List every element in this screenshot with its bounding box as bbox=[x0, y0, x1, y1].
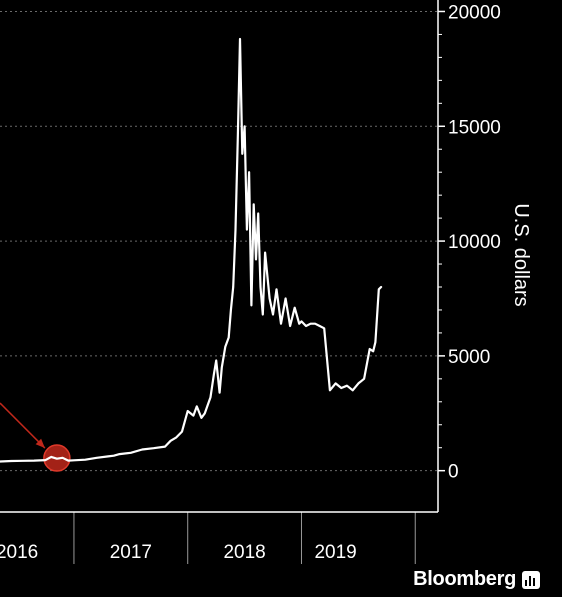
x-axis-labels: 2016 2017 2018 2019 bbox=[0, 542, 357, 563]
y-axis-title: U.S. dollars bbox=[510, 203, 532, 306]
price-series bbox=[0, 39, 381, 462]
x-tick-label: 2019 bbox=[314, 542, 356, 563]
y-tick-label: 20000 bbox=[448, 2, 501, 23]
bloomberg-logo: Bloomberg bbox=[413, 568, 540, 591]
gridlines bbox=[0, 11, 438, 470]
bar-chart-icon bbox=[522, 571, 540, 589]
brand-name: Bloomberg bbox=[413, 568, 516, 591]
x-tick-label: 2018 bbox=[223, 542, 265, 563]
price-line bbox=[0, 39, 381, 462]
x-tick-label: 2016 bbox=[0, 542, 38, 563]
annotation-arrow bbox=[0, 403, 45, 448]
y-tick-label: 15000 bbox=[448, 117, 501, 138]
y-tick-label: 10000 bbox=[448, 232, 501, 253]
y-tick-label: 0 bbox=[448, 462, 459, 483]
x-tick-label: 2017 bbox=[110, 542, 152, 563]
y-tick-label: 5000 bbox=[448, 347, 490, 368]
